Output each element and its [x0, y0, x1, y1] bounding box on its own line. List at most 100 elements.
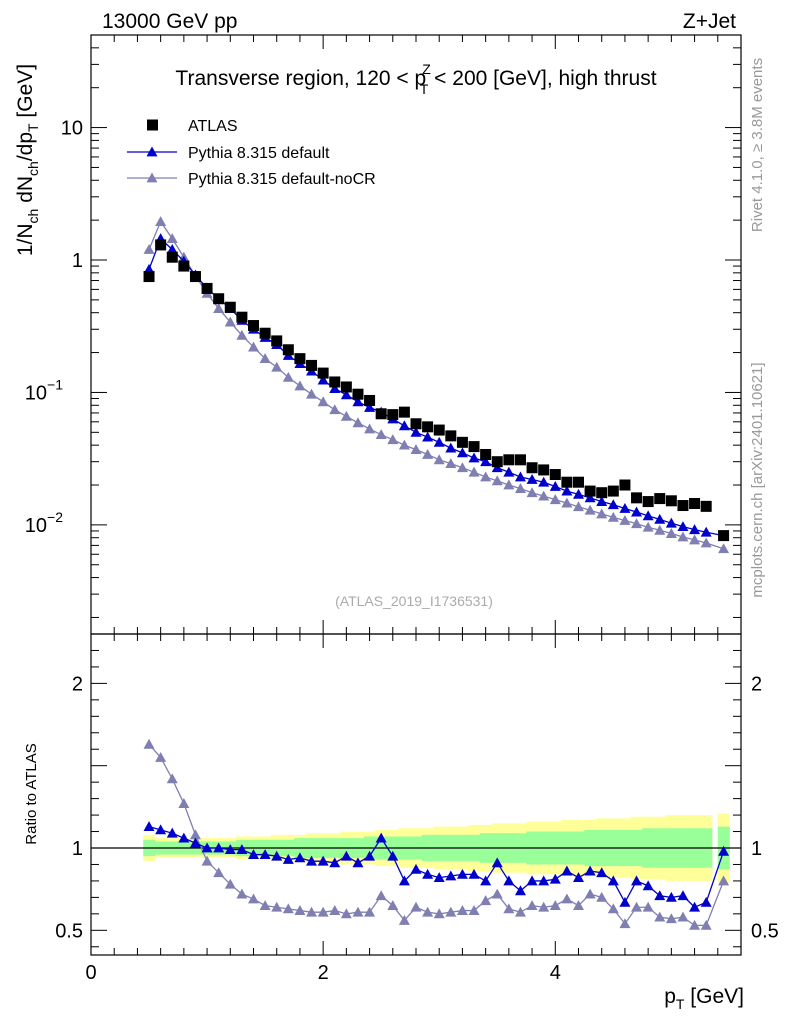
- main-panel: 10 1 10−1 10−2 ATLAS Pythia 8.315 default Pyth…: [25, 34, 742, 635]
- main-point-nocr: [166, 233, 178, 244]
- ratio-y-tick-label: 2: [72, 673, 83, 695]
- main-point-nocr: [642, 521, 654, 532]
- ratio-point-default: [248, 849, 259, 859]
- ratio-point-nocr: [456, 905, 468, 915]
- ratio-point-default: [665, 891, 677, 902]
- ratio-point-default: [654, 890, 666, 901]
- main-point-nocr: [665, 528, 677, 538]
- main-point-nocr: [340, 410, 352, 421]
- ratio-point-default: [700, 896, 712, 907]
- main-point-nocr: [259, 353, 271, 364]
- ratio-y-tick-label: 1: [72, 838, 83, 860]
- ratio-point-nocr: [607, 903, 619, 914]
- main-point-atlas: [642, 496, 654, 508]
- main-point-default: [503, 466, 515, 477]
- main-point-nocr: [480, 471, 492, 482]
- main-point-atlas: [700, 500, 712, 512]
- ratio-point-nocr: [433, 908, 445, 919]
- ratio-point-nocr: [248, 893, 259, 904]
- ratio-point-default: [642, 880, 654, 891]
- ratio-point-nocr: [201, 855, 213, 866]
- main-point-default: [619, 502, 631, 513]
- process-label: Z+Jet: [683, 10, 736, 33]
- main-point-nocr: [573, 501, 584, 512]
- main-point-default: [700, 526, 712, 537]
- ratio-point-nocr: [480, 895, 492, 906]
- main-point-atlas: [294, 353, 306, 365]
- analysis-watermark: (ATLAS_2019_I1736531): [335, 593, 493, 609]
- ratio-point-nocr: [213, 867, 225, 878]
- ratio-point-default: [213, 842, 225, 853]
- main-point-atlas: [433, 424, 445, 436]
- ratio-point-default: [189, 837, 201, 848]
- main-point-atlas: [538, 464, 550, 476]
- main-point-atlas: [631, 492, 643, 504]
- main-point-nocr: [236, 329, 248, 340]
- ratio-point-default: [596, 867, 608, 878]
- main-point-nocr: [584, 504, 596, 515]
- ratio-point-nocr: [619, 918, 631, 929]
- main-point-atlas: [468, 441, 480, 453]
- ratio-point-default: [607, 875, 619, 886]
- ratio-point-nocr: [352, 906, 364, 917]
- ratio-point-nocr: [189, 829, 201, 840]
- ratio-point-nocr: [329, 905, 341, 915]
- main-point-nocr: [398, 439, 410, 450]
- main-point-atlas: [340, 381, 352, 393]
- ratio-point-nocr: [718, 875, 730, 886]
- ratio-point-default: [236, 844, 248, 855]
- main-point-atlas: [584, 485, 596, 497]
- ratio-point-nocr: [642, 901, 654, 912]
- main-point-default: [433, 436, 445, 447]
- ratio-point-nocr: [689, 919, 701, 930]
- main-point-default: [352, 396, 364, 407]
- main-point-default: [654, 513, 666, 524]
- main-point-nocr: [456, 462, 468, 473]
- ratio-point-nocr: [155, 751, 167, 762]
- main-point-nocr: [700, 537, 712, 548]
- ratio-point-nocr: [259, 900, 271, 911]
- main-point-default: [491, 462, 503, 473]
- main-point-atlas: [213, 293, 225, 305]
- main-y-tick-label: 10−2: [25, 509, 63, 537]
- ratio-point-default: [201, 842, 213, 853]
- main-point-nocr: [654, 524, 666, 535]
- main-point-default: [526, 474, 538, 484]
- ratio-point-nocr: [224, 878, 236, 889]
- x-axis-label: pT [GeV]: [664, 985, 744, 1012]
- main-plot-title: Transverse region, 120 < pZ T < 200 [GeV]…: [175, 61, 656, 97]
- ratio-point-default: [422, 868, 434, 879]
- main-point-atlas: [329, 376, 341, 388]
- main-point-default: [468, 452, 480, 463]
- main-point-default: [340, 389, 352, 400]
- ratio-point-nocr: [306, 906, 318, 917]
- main-point-atlas: [491, 456, 503, 468]
- ratio-point-nocr: [596, 891, 608, 902]
- ratio-point-default: [317, 855, 329, 866]
- ratio-point-default: [143, 821, 155, 831]
- ratio-point-nocr: [584, 888, 596, 899]
- ratio-point-nocr: [445, 906, 457, 917]
- main-point-nocr: [549, 494, 561, 505]
- x-tick-label: 4: [550, 962, 561, 984]
- main-point-atlas: [422, 421, 434, 433]
- ratio-point-default: [398, 875, 410, 886]
- collision-energy-label: 13000 GeV pp: [102, 10, 237, 33]
- ratio-point-nocr: [677, 911, 689, 922]
- main-point-atlas: [248, 320, 259, 332]
- ratio-point-default: [456, 868, 468, 879]
- ratio-point-default: [178, 832, 190, 843]
- ratio-point-nocr: [340, 908, 352, 919]
- ratio-point-default: [503, 875, 515, 886]
- main-point-nocr: [433, 454, 445, 465]
- main-point-nocr: [294, 380, 306, 391]
- ratio-point-nocr: [700, 919, 712, 930]
- ratio-point-nocr: [503, 903, 515, 914]
- ratio-point-nocr: [538, 901, 550, 912]
- main-point-atlas: [224, 301, 236, 313]
- ratio-point-default: [677, 890, 689, 901]
- ratio-point-nocr: [236, 888, 248, 899]
- main-point-nocr: [538, 490, 550, 501]
- ratio-point-default: [538, 875, 550, 886]
- main-point-nocr: [375, 429, 387, 440]
